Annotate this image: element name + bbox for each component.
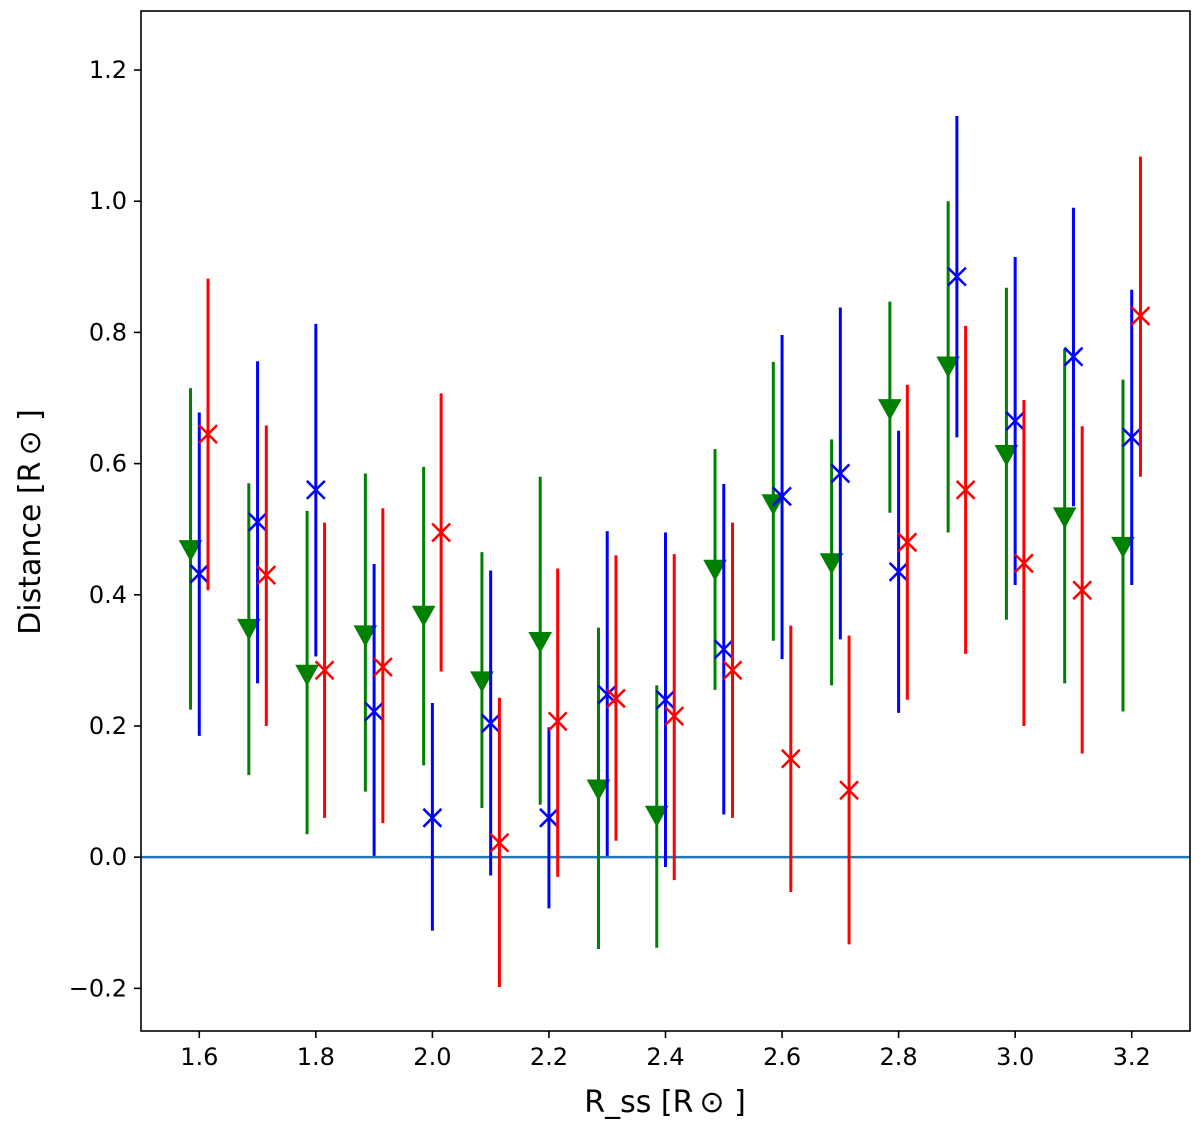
data-point (1121, 427, 1142, 448)
data-point (1014, 553, 1034, 574)
data-point (256, 565, 277, 585)
data-point (839, 780, 859, 801)
data-point (1005, 411, 1026, 431)
data-point (1052, 507, 1077, 529)
data-point (178, 540, 203, 562)
axes: 1.6 1.8 2.0 2.2 2.4 2.6 2.8 3.0 3.2 −0.2 0.0 0.2 0.4… (69, 10, 1191, 1071)
data-point (528, 631, 553, 654)
data-point (586, 779, 611, 801)
data-point (772, 486, 792, 507)
plot-area (141, 115, 1190, 988)
x-tick-label: 2.8 (880, 1043, 918, 1071)
y-tick-label: 0.0 (89, 843, 127, 871)
series-2 (198, 156, 1151, 988)
data-point (780, 748, 801, 769)
data-point (431, 522, 452, 543)
data-point (295, 664, 319, 687)
y-axis-label: Distance [R ⊙ ] (13, 409, 48, 635)
data-point (314, 660, 335, 681)
data-point (830, 463, 851, 484)
data-point (247, 512, 268, 532)
data-point (372, 657, 393, 677)
series-1 (189, 115, 1142, 931)
data-point (411, 605, 436, 628)
y-tick-label: 0.6 (89, 450, 127, 478)
data-point (489, 832, 510, 853)
data-point (236, 618, 261, 641)
data-point (722, 660, 743, 681)
data-point (955, 479, 976, 500)
data-point (819, 553, 844, 575)
y-tick-label: 0.8 (89, 318, 127, 346)
data-point (1063, 346, 1084, 367)
data-point (305, 479, 326, 500)
data-point (606, 688, 626, 709)
x-tick-label: 2.2 (530, 1043, 568, 1071)
y-tick-label: 1.0 (89, 187, 127, 215)
x-tick-label: 1.8 (297, 1043, 335, 1071)
x-tick-label: 2.4 (646, 1043, 684, 1071)
data-point (664, 706, 685, 727)
data-point (470, 671, 494, 693)
data-point (480, 713, 501, 734)
data-point (878, 399, 902, 421)
x-tick-label: 3.2 (1113, 1043, 1151, 1071)
y-tick-label: −0.2 (69, 974, 127, 1002)
x-tick-label: 2.0 (413, 1043, 451, 1071)
data-point (547, 711, 568, 732)
y-tick-label: 0.4 (89, 581, 127, 609)
data-point (936, 356, 960, 378)
data-point (539, 807, 559, 828)
data-point (703, 559, 727, 582)
data-point (888, 561, 909, 582)
x-tick-label: 2.6 (763, 1043, 801, 1071)
x-tick-label: 3.0 (996, 1043, 1034, 1071)
x-axis-label: R_ss [R ⊙ ] (584, 1085, 746, 1120)
data-point (947, 266, 967, 287)
data-point (1130, 306, 1151, 326)
data-point (364, 701, 384, 722)
y-tick-label: 1.2 (89, 56, 127, 84)
data-point (1111, 536, 1135, 559)
data-point (713, 639, 734, 660)
data-point (655, 689, 676, 710)
y-tick-label: 0.2 (89, 712, 127, 740)
data-point (644, 805, 669, 828)
x-tick-label: 1.6 (180, 1043, 218, 1071)
data-point (353, 625, 378, 647)
data-point (189, 563, 210, 584)
data-point (198, 424, 218, 444)
data-point (994, 445, 1019, 467)
data-point (1072, 580, 1093, 601)
data-point (422, 807, 443, 828)
data-point (897, 532, 918, 553)
